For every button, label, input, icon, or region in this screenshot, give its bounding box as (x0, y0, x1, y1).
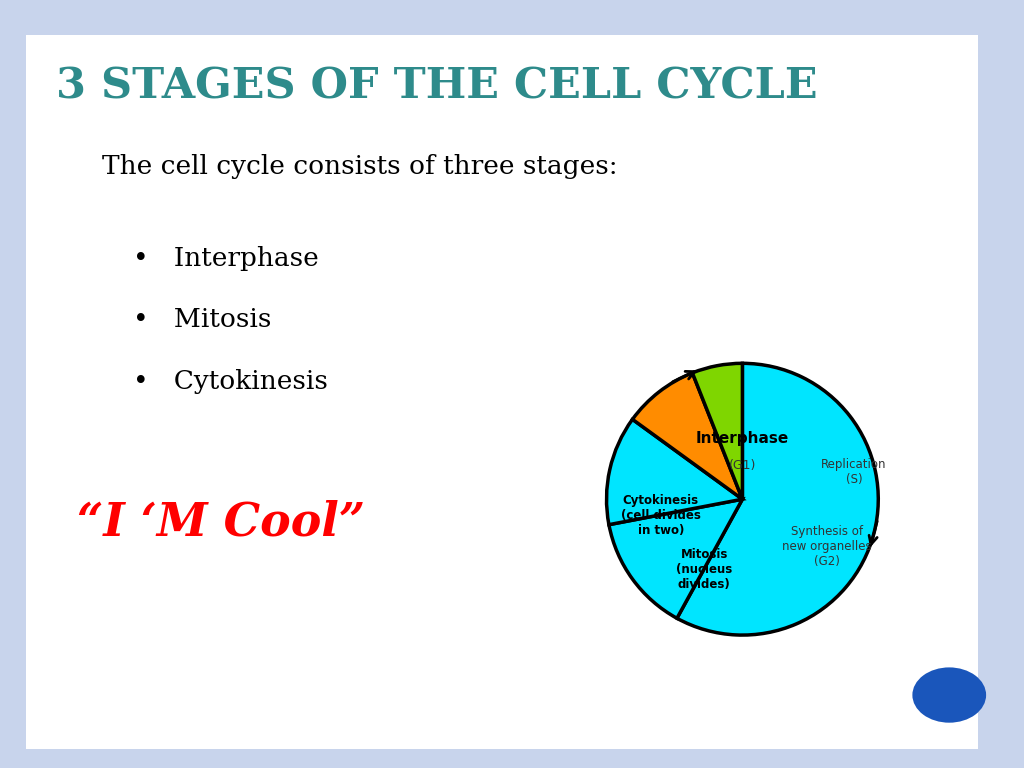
Text: The cell cycle consists of three stages:: The cell cycle consists of three stages: (102, 154, 618, 179)
Text: Cytokinesis
(cell divides
in two): Cytokinesis (cell divides in two) (621, 494, 700, 537)
Wedge shape (633, 373, 742, 499)
Wedge shape (677, 363, 879, 635)
Wedge shape (609, 499, 742, 618)
Bar (0, 0, 1024, 35)
Text: Replication
(S): Replication (S) (821, 458, 887, 486)
Text: 3 STAGES OF THE CELL CYCLE: 3 STAGES OF THE CELL CYCLE (56, 65, 818, 108)
Text: •   Cytokinesis: • Cytokinesis (133, 369, 328, 394)
Text: •   Interphase: • Interphase (133, 246, 318, 271)
Text: Synthesis of
new organelles
(G2): Synthesis of new organelles (G2) (782, 525, 871, 568)
Text: •   Mitosis: • Mitosis (133, 307, 271, 333)
Bar (0, 749, 1024, 768)
Wedge shape (692, 363, 742, 499)
Text: “I ‘M Cool”: “I ‘M Cool” (77, 499, 365, 545)
Bar (978, 0, 1024, 768)
Bar (0, 0, 26, 768)
Text: (G1): (G1) (729, 458, 756, 472)
Wedge shape (606, 419, 742, 525)
Text: Mitosis
(nucleus
divides): Mitosis (nucleus divides) (676, 548, 732, 591)
Text: Interphase: Interphase (695, 431, 790, 445)
Circle shape (912, 667, 986, 723)
